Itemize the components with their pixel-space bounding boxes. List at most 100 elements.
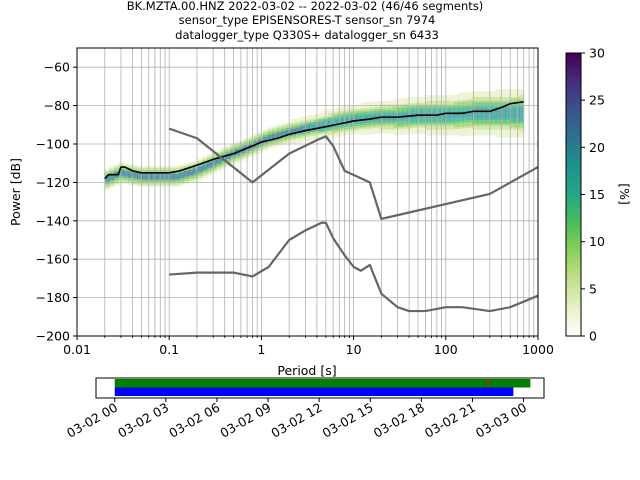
density-cell — [514, 89, 520, 92]
density-cell — [463, 128, 469, 131]
density-cell — [207, 173, 213, 176]
density-cell — [458, 130, 464, 133]
density-cell — [472, 118, 478, 120]
density-cell — [365, 125, 371, 128]
density-cell — [370, 105, 376, 108]
density-cell — [435, 131, 441, 134]
density-cell — [295, 117, 301, 120]
density-cell — [332, 108, 338, 111]
density-cell — [328, 117, 334, 120]
density-cell — [249, 135, 255, 138]
density-cell — [491, 114, 497, 117]
density-cell — [230, 162, 236, 165]
density-cell — [393, 131, 399, 134]
density-cell — [128, 175, 134, 178]
density-cell — [472, 127, 478, 130]
density-cell — [495, 133, 501, 136]
density-cell — [365, 115, 371, 118]
density-cell — [188, 167, 194, 170]
density-cell — [439, 133, 445, 136]
density-cell — [421, 110, 427, 113]
density-cell — [388, 123, 394, 126]
density-cell — [155, 183, 162, 186]
density-cell — [449, 98, 455, 101]
density-cell — [160, 175, 166, 178]
density-cell — [304, 135, 310, 137]
density-cell — [407, 120, 413, 123]
density-cell — [169, 183, 175, 186]
density-cell — [411, 129, 418, 132]
density-cell — [304, 117, 310, 120]
density-cell — [514, 121, 520, 124]
density-cell — [179, 174, 185, 177]
density-cell — [514, 93, 520, 96]
density-cell — [300, 120, 306, 123]
density-cell — [425, 125, 432, 128]
density-cell — [444, 120, 450, 122]
density-cell — [514, 116, 520, 119]
density-cell — [309, 116, 315, 119]
density-cell — [486, 127, 492, 130]
density-cell — [519, 106, 525, 109]
density-cell — [509, 108, 515, 111]
density-cell — [258, 144, 264, 147]
density-cell — [425, 102, 432, 105]
density-cell — [444, 121, 450, 124]
density-cell — [430, 129, 436, 132]
density-cell — [477, 95, 483, 97]
density-cell — [272, 126, 278, 128]
density-cell — [137, 167, 143, 170]
density-cell — [467, 91, 473, 94]
density-cell — [505, 118, 511, 120]
density-cell — [295, 129, 301, 132]
density-cell — [188, 163, 194, 166]
density-cell — [407, 130, 413, 133]
density-cell — [514, 125, 520, 128]
density-cell — [481, 108, 487, 111]
density-cell — [425, 131, 432, 134]
density-cell — [486, 106, 492, 109]
density-cell — [384, 123, 390, 126]
density-cell — [421, 116, 427, 119]
density-cell — [463, 105, 469, 108]
density-cell — [384, 125, 390, 128]
density-cell — [453, 108, 459, 111]
density-cell — [486, 129, 492, 132]
density-cell — [202, 173, 208, 176]
density-cell — [137, 169, 143, 172]
density-cell — [337, 130, 343, 133]
density-cell — [249, 137, 255, 140]
density-cell — [384, 102, 390, 105]
density-cell — [467, 118, 473, 121]
density-cell — [481, 121, 487, 124]
density-cell — [384, 112, 390, 115]
colorbar-ticks: 0 5 10 15 20 25 30 — [581, 46, 605, 344]
density-cell — [444, 108, 450, 111]
density-cell — [356, 110, 362, 113]
density-cell — [453, 98, 459, 101]
density-cell — [123, 172, 129, 175]
colorbar-tick-label: 10 — [589, 234, 605, 249]
density-cell — [430, 118, 436, 120]
density-cell — [416, 106, 422, 109]
density-cell — [174, 175, 180, 178]
density-cell — [207, 154, 213, 157]
density-cell — [309, 136, 315, 138]
density-cell — [477, 129, 483, 132]
density-cell — [477, 108, 483, 111]
density-cell — [467, 114, 473, 117]
density-cell — [495, 100, 501, 103]
density-cell — [402, 113, 408, 116]
density-cell — [500, 120, 506, 122]
density-cell — [263, 136, 269, 139]
density-cell — [421, 131, 427, 134]
density-cell — [281, 125, 287, 128]
density-cell — [160, 168, 166, 170]
density-cell — [290, 128, 297, 131]
density-cell — [221, 167, 227, 169]
density-cell — [407, 116, 413, 119]
density-cell — [477, 133, 483, 136]
density-cell — [449, 133, 455, 136]
density-cell — [370, 122, 376, 125]
density-cell — [160, 185, 166, 188]
